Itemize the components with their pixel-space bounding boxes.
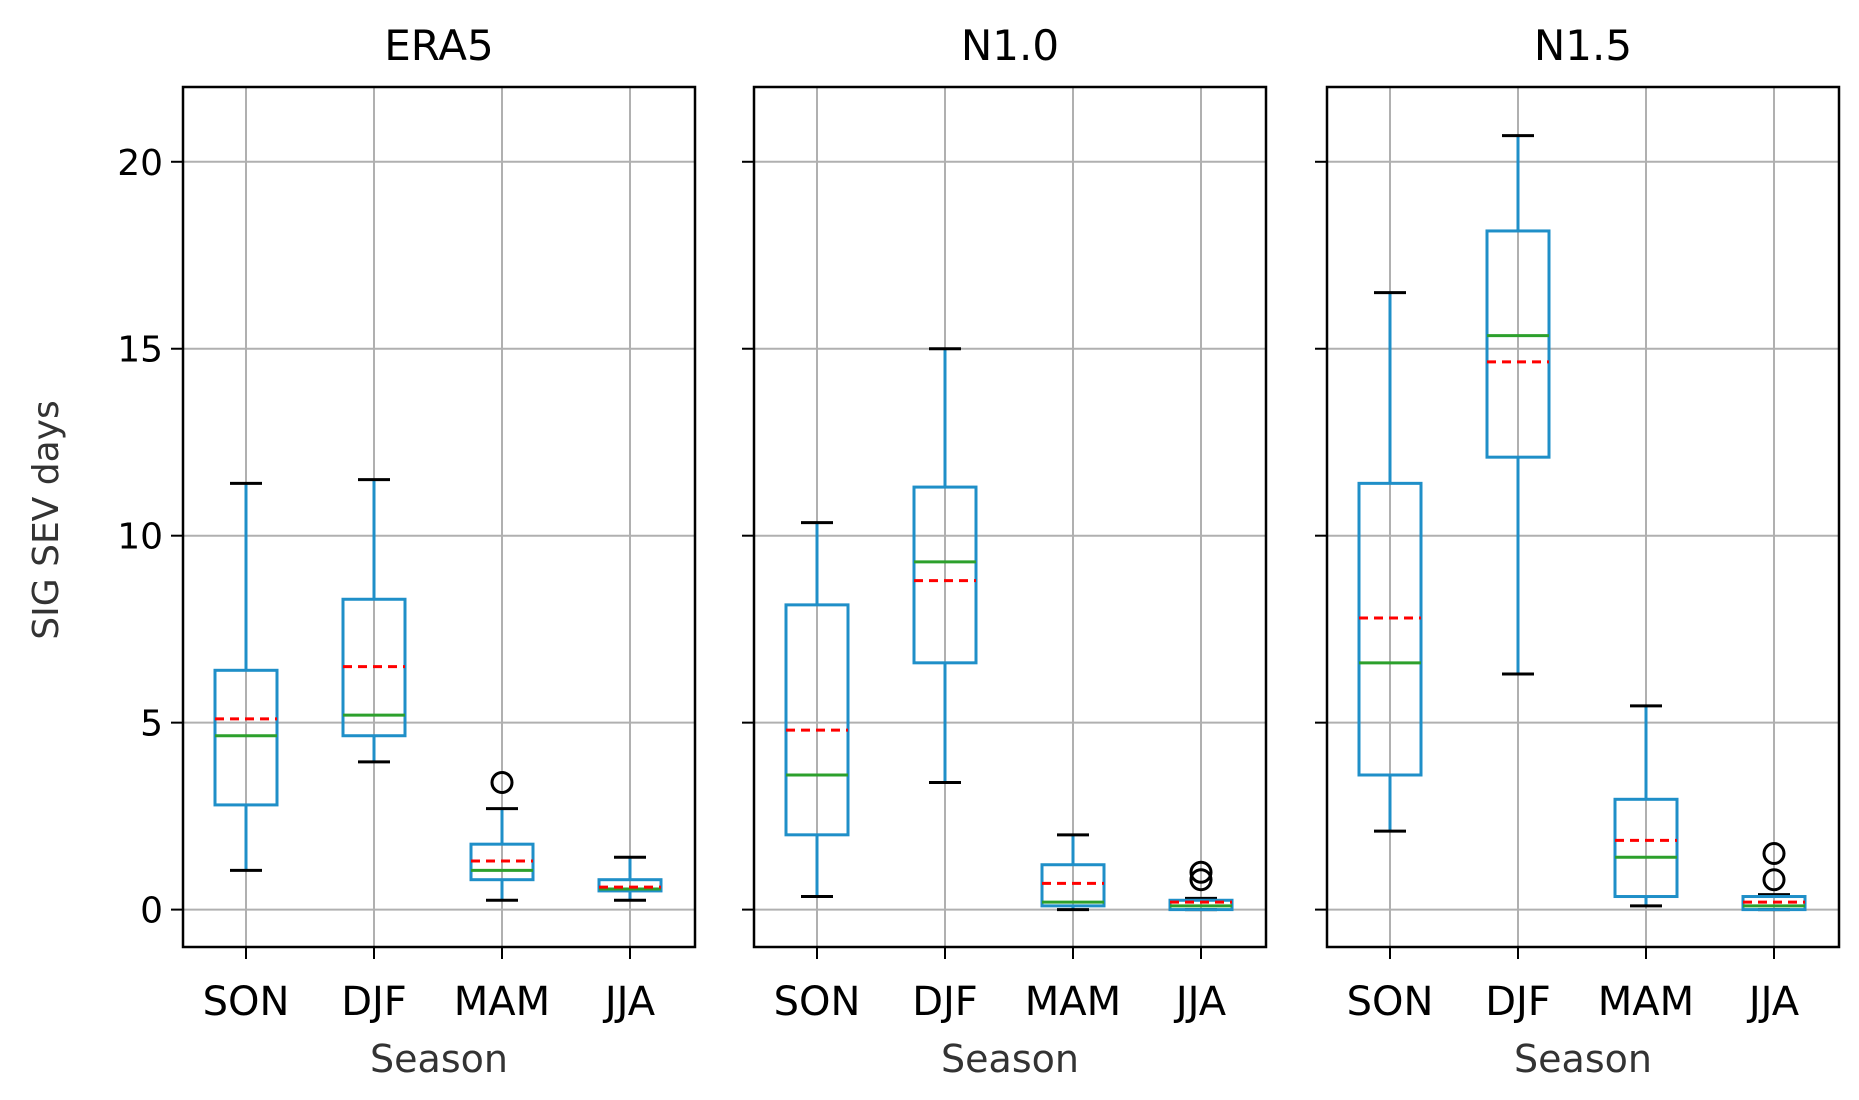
panel-title: N1.5 <box>1534 21 1632 70</box>
x-tick-label-son: SON <box>774 979 861 1025</box>
x-tick-label-mam: MAM <box>454 979 550 1025</box>
panel-title: ERA5 <box>384 21 493 70</box>
y-tick-label: 10 <box>117 517 163 558</box>
iqr-box <box>1485 229 1551 459</box>
box-son <box>1357 291 1423 833</box>
iqr-box <box>912 485 978 665</box>
x-axis-label: Season <box>370 1037 508 1081</box>
y-tick-label: 5 <box>140 704 163 745</box>
iqr-box <box>1613 797 1679 899</box>
panel-n1-0: SON DJF MAM JJA N1.0 Season <box>742 21 1268 1081</box>
x-tick-label-djf: DJF <box>912 979 978 1025</box>
iqr-box <box>784 603 850 837</box>
outlier-point <box>1189 860 1213 884</box>
panel-title: N1.0 <box>961 21 1059 70</box>
axes-frame <box>181 85 697 949</box>
box-jja <box>1741 842 1807 912</box>
panel-n1-5: SON DJF MAM JJA N1.5 Season <box>1315 21 1841 1081</box>
x-axis-label: Season <box>1514 1037 1652 1081</box>
outlier-point <box>490 770 514 794</box>
axes-frame <box>752 85 1268 949</box>
box-son <box>784 521 850 899</box>
box-djf <box>1485 134 1551 676</box>
y-tick-label: 0 <box>140 891 163 932</box>
box-jja <box>1168 860 1234 912</box>
box-son <box>213 481 279 872</box>
x-axis-label: Season <box>941 1037 1079 1081</box>
iqr-box <box>213 668 279 807</box>
x-tick-label-son: SON <box>203 979 290 1025</box>
y-tick-label: 20 <box>117 143 163 184</box>
outlier-point <box>1762 842 1786 866</box>
x-tick-label-mam: MAM <box>1025 979 1121 1025</box>
box-djf <box>912 347 978 784</box>
panels-layer: 0 5 10 15 20 SON DJF MAM JJA ERA5 Season SON DJF MAM J… <box>117 21 1841 1081</box>
box-djf <box>341 478 407 764</box>
outlier-point <box>1189 868 1213 892</box>
panel-era5: 0 5 10 15 20 SON DJF MAM JJA ERA5 Season <box>117 21 697 1081</box>
box-mam <box>469 770 535 902</box>
y-tick-label: 15 <box>117 330 163 371</box>
iqr-box <box>1357 481 1423 777</box>
box-jja <box>597 855 663 902</box>
x-tick-label-mam: MAM <box>1598 979 1694 1025</box>
x-tick-label-jja: JJA <box>602 979 656 1025</box>
box-mam <box>1613 704 1679 908</box>
box-mam <box>1040 833 1106 912</box>
iqr-box <box>1040 863 1106 908</box>
x-tick-label-jja: JJA <box>1746 979 1800 1025</box>
outlier-point <box>1762 868 1786 892</box>
x-tick-label-djf: DJF <box>341 979 407 1025</box>
x-tick-label-son: SON <box>1347 979 1434 1025</box>
x-tick-label-djf: DJF <box>1485 979 1551 1025</box>
y-axis-label: SIG SEV days <box>26 400 67 639</box>
iqr-box <box>597 878 663 893</box>
axes-frame <box>1325 85 1841 949</box>
x-tick-label-jja: JJA <box>1173 979 1227 1025</box>
